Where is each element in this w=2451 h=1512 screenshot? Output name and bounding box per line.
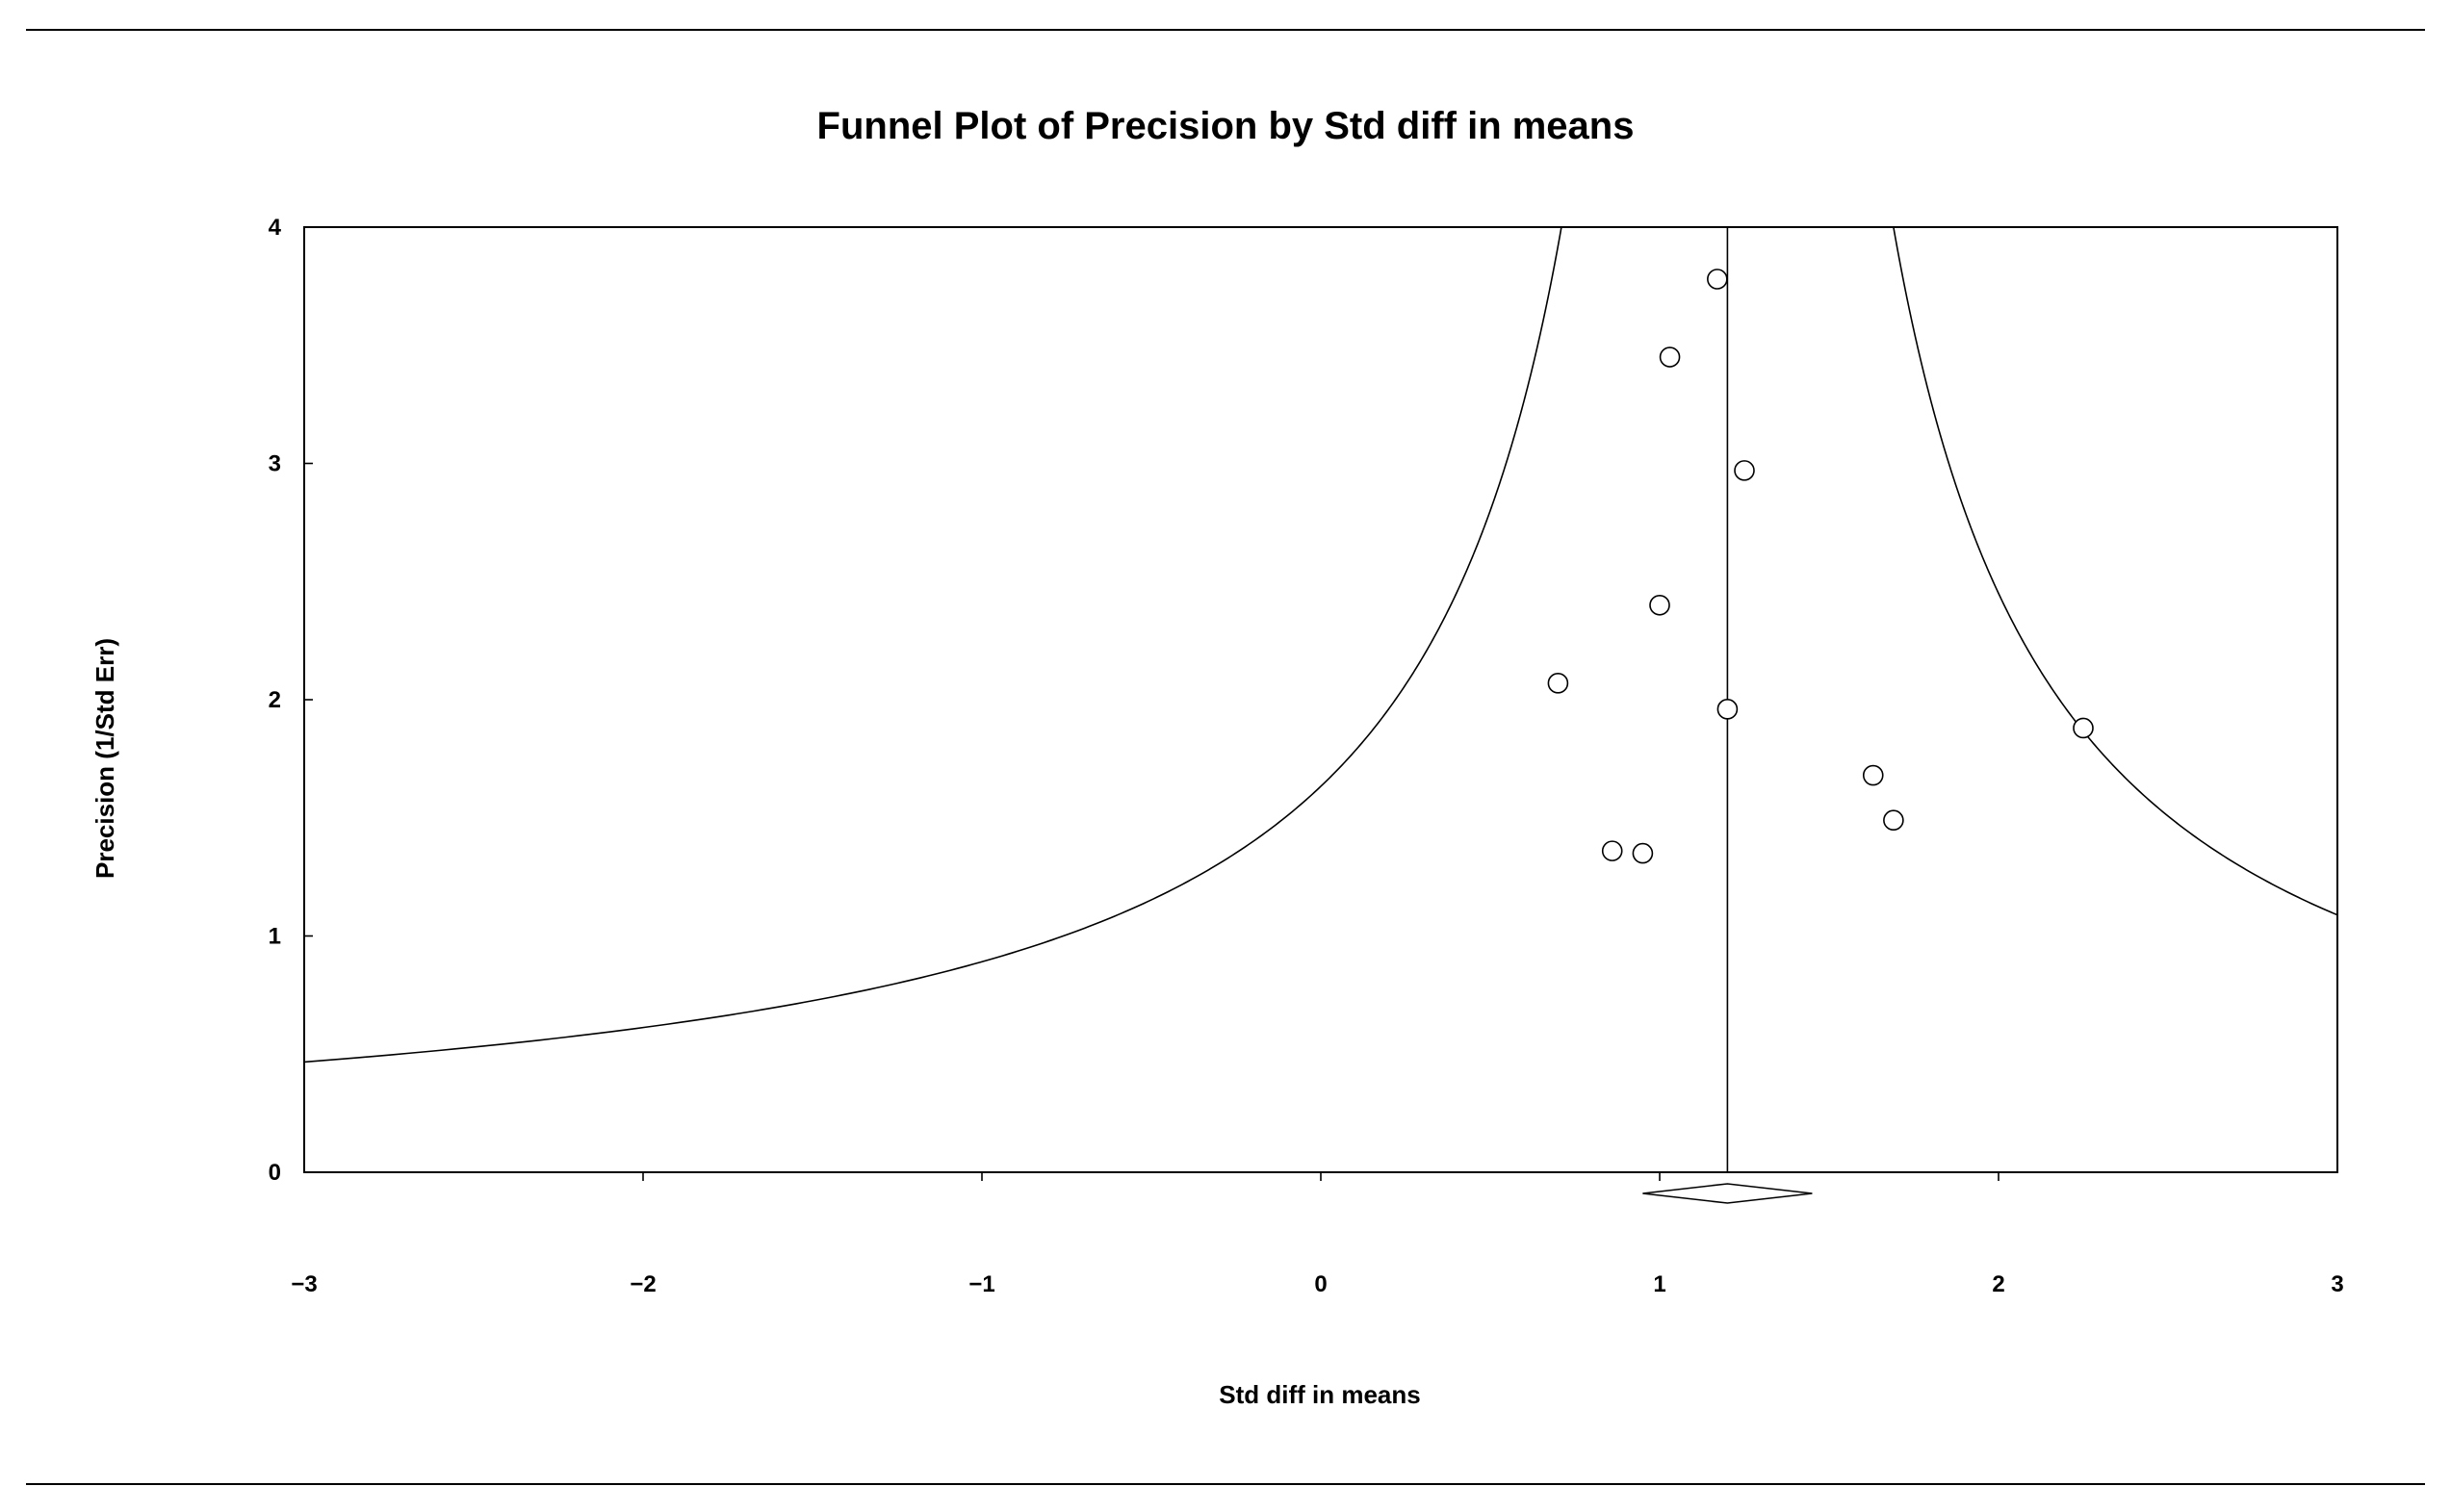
x-tick-label: 1 — [1653, 1271, 1665, 1297]
x-axis-ticks: −3 −2 −1 0 1 2 3 — [291, 1172, 2344, 1297]
y-axis-ticks: 0 1 2 3 4 — [269, 215, 313, 1186]
chart-title: Funnel Plot of Precision by Std diff in … — [817, 105, 1635, 147]
x-tick-label: 3 — [2331, 1271, 2343, 1297]
data-points — [1547, 269, 2094, 864]
x-tick-label: −1 — [968, 1271, 994, 1297]
funnel-right-boundary — [1893, 227, 2337, 916]
data-point — [2073, 717, 2094, 739]
x-tick-label: 0 — [1314, 1271, 1327, 1297]
data-point — [1659, 346, 1681, 368]
data-point — [1734, 460, 1755, 481]
data-point — [1649, 594, 1670, 616]
data-point — [1547, 673, 1569, 694]
x-tick-label: −3 — [291, 1271, 317, 1297]
y-tick-label: 3 — [269, 451, 281, 477]
data-point — [1707, 269, 1728, 290]
funnel-layer — [304, 227, 2337, 1064]
data-point — [1632, 842, 1654, 864]
y-tick-label: 4 — [269, 215, 282, 241]
y-tick-label: 1 — [269, 924, 281, 950]
summary-diamond — [1642, 1183, 1813, 1204]
data-point — [1862, 764, 1884, 786]
funnel-left-boundary — [304, 227, 1562, 1064]
y-axis-label: Precision (1/Std Err) — [90, 638, 119, 879]
y-tick-label: 0 — [269, 1160, 281, 1186]
data-point — [1716, 699, 1739, 720]
plot-area — [303, 226, 2338, 1173]
data-point — [1601, 840, 1623, 861]
x-axis-label: Std diff in means — [1219, 1380, 1420, 1409]
x-tick-label: −2 — [630, 1271, 656, 1297]
x-tick-label: 2 — [1992, 1271, 2004, 1297]
y-tick-label: 2 — [269, 687, 281, 713]
data-point — [1883, 809, 1904, 832]
